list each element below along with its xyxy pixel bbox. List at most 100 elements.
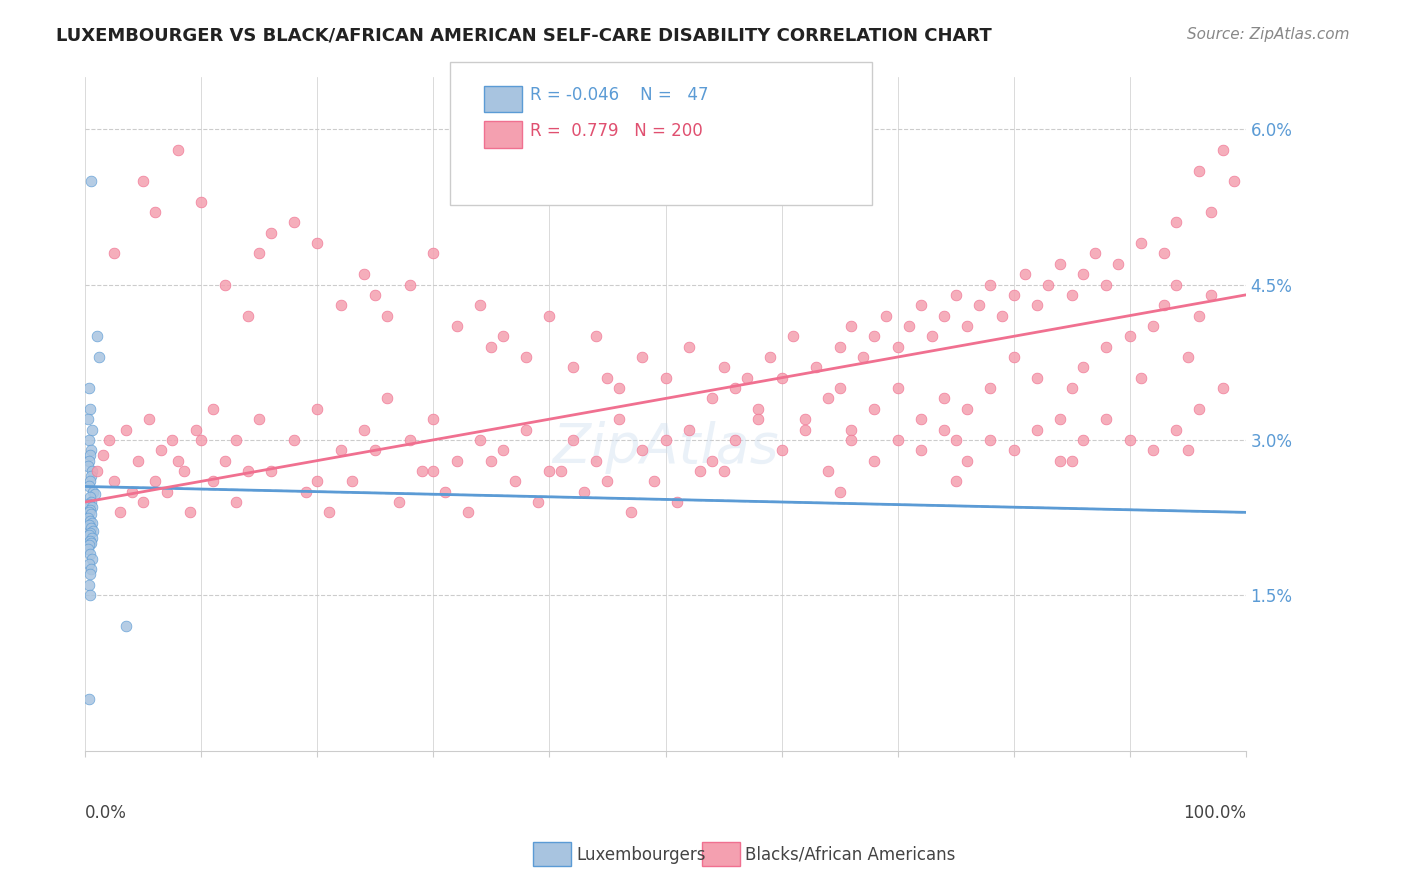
Point bbox=[678, 340, 700, 354]
Point bbox=[149, 443, 172, 458]
Point bbox=[515, 423, 537, 437]
Point bbox=[1188, 163, 1211, 178]
Point bbox=[77, 539, 100, 553]
Point bbox=[492, 443, 515, 458]
Point bbox=[585, 453, 607, 467]
Point bbox=[353, 423, 375, 437]
Point bbox=[828, 381, 851, 395]
Point bbox=[399, 433, 422, 447]
Point bbox=[422, 246, 444, 260]
Point bbox=[806, 360, 828, 375]
Point bbox=[863, 329, 886, 343]
Point bbox=[79, 503, 101, 517]
Point bbox=[79, 526, 101, 541]
Point bbox=[839, 318, 862, 333]
Point bbox=[77, 528, 100, 542]
Point bbox=[1130, 370, 1153, 384]
Point bbox=[162, 433, 184, 447]
Text: 0.0%: 0.0% bbox=[86, 805, 127, 822]
Point bbox=[979, 381, 1001, 395]
Point bbox=[411, 464, 433, 478]
Point bbox=[793, 423, 815, 437]
Point bbox=[82, 464, 104, 478]
Point bbox=[596, 370, 619, 384]
Point bbox=[793, 412, 815, 426]
Point bbox=[91, 449, 114, 463]
Point bbox=[1049, 412, 1071, 426]
Point bbox=[515, 350, 537, 364]
Point bbox=[201, 401, 224, 416]
Point bbox=[481, 453, 503, 467]
Point bbox=[167, 453, 190, 467]
Text: Source: ZipAtlas.com: Source: ZipAtlas.com bbox=[1187, 27, 1350, 42]
Point bbox=[1038, 277, 1060, 292]
Point bbox=[318, 505, 340, 519]
Point bbox=[1071, 433, 1094, 447]
Point bbox=[932, 309, 955, 323]
Point bbox=[1095, 412, 1118, 426]
Point bbox=[115, 619, 138, 633]
Point bbox=[654, 433, 676, 447]
Point bbox=[80, 174, 103, 188]
Point bbox=[79, 475, 101, 489]
Point bbox=[89, 350, 111, 364]
Point bbox=[1060, 453, 1083, 467]
Point bbox=[839, 423, 862, 437]
Point bbox=[127, 453, 149, 467]
Point bbox=[689, 464, 711, 478]
Point bbox=[79, 401, 101, 416]
Point bbox=[77, 557, 100, 571]
Point bbox=[678, 423, 700, 437]
Point bbox=[967, 298, 990, 312]
Point bbox=[631, 350, 654, 364]
Point bbox=[283, 433, 305, 447]
Point bbox=[79, 588, 101, 602]
Point bbox=[86, 464, 108, 478]
Point bbox=[828, 484, 851, 499]
Point bbox=[747, 401, 769, 416]
Point bbox=[422, 412, 444, 426]
Point bbox=[1095, 340, 1118, 354]
Point bbox=[364, 288, 387, 302]
Point bbox=[79, 534, 101, 549]
Point bbox=[979, 277, 1001, 292]
Point bbox=[260, 226, 283, 240]
Point bbox=[103, 246, 125, 260]
Point bbox=[82, 552, 104, 566]
Point bbox=[83, 487, 105, 501]
Point bbox=[97, 433, 120, 447]
Point bbox=[1060, 381, 1083, 395]
Point bbox=[184, 423, 207, 437]
Point bbox=[77, 479, 100, 493]
Point bbox=[225, 433, 247, 447]
Point bbox=[375, 392, 398, 406]
Point bbox=[77, 505, 100, 519]
Point bbox=[80, 536, 103, 550]
Point bbox=[770, 443, 793, 458]
Point bbox=[155, 484, 177, 499]
Point bbox=[79, 514, 101, 528]
Point bbox=[700, 453, 723, 467]
Point bbox=[607, 412, 630, 426]
Point bbox=[190, 433, 212, 447]
Point bbox=[1211, 143, 1233, 157]
Point bbox=[527, 495, 550, 509]
Point bbox=[80, 469, 103, 483]
Point bbox=[561, 360, 583, 375]
Point bbox=[1071, 360, 1094, 375]
Point bbox=[1164, 215, 1187, 229]
Point bbox=[1118, 433, 1140, 447]
Point bbox=[503, 475, 526, 489]
Point bbox=[76, 458, 98, 473]
Point bbox=[236, 309, 259, 323]
Point bbox=[620, 505, 643, 519]
Point bbox=[1188, 401, 1211, 416]
Point bbox=[80, 443, 103, 458]
Point bbox=[1025, 298, 1047, 312]
Point bbox=[86, 329, 108, 343]
Point bbox=[932, 392, 955, 406]
Point bbox=[863, 453, 886, 467]
Point bbox=[190, 194, 212, 209]
Point bbox=[76, 510, 98, 524]
Point bbox=[886, 433, 908, 447]
